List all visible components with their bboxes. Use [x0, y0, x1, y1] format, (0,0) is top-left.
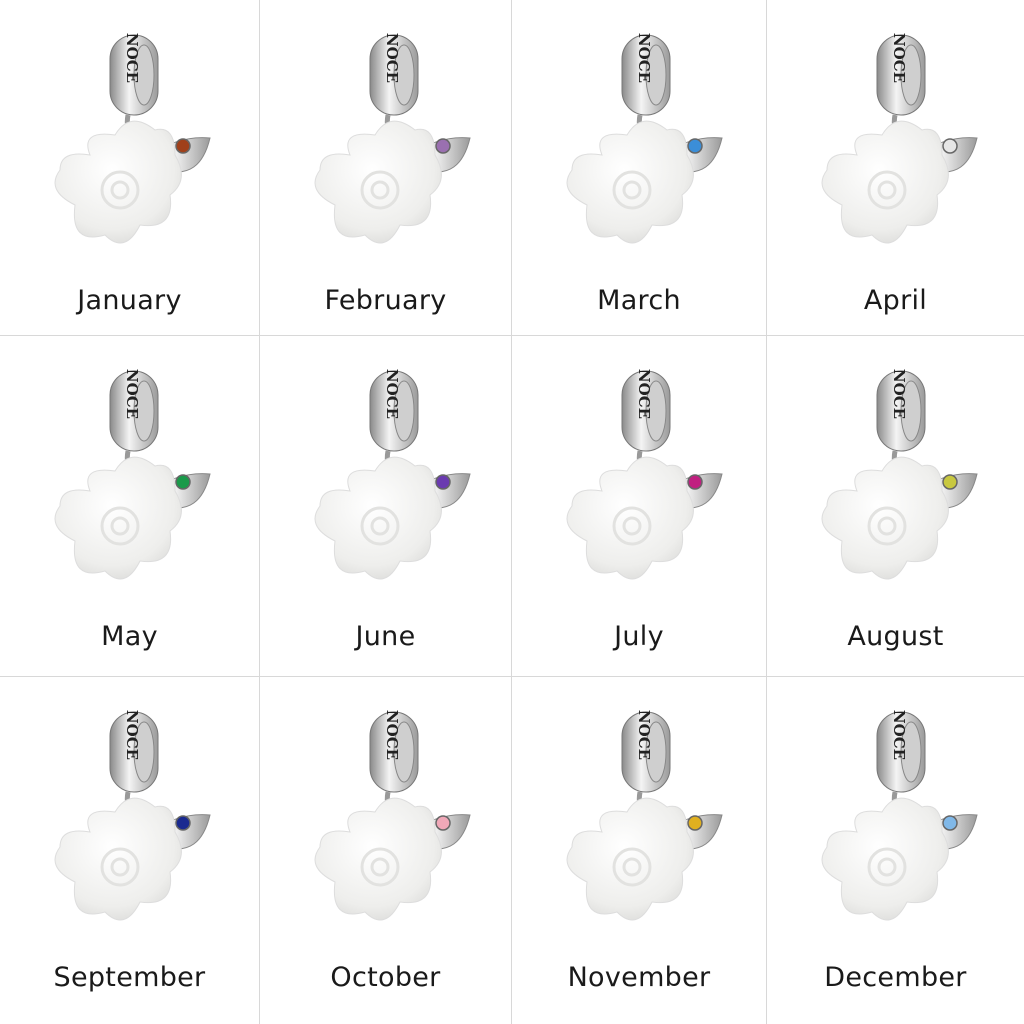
birthstone: [435, 474, 451, 490]
month-label: September: [53, 962, 206, 993]
month-label: August: [847, 621, 944, 652]
birthstone: [942, 815, 958, 831]
month-label: June: [355, 621, 416, 652]
brand-engraving: NOCE: [890, 710, 908, 760]
rose-charm-image: NOCE: [54, 710, 211, 921]
birthstone: [175, 474, 191, 490]
brand-engraving: NOCE: [890, 33, 908, 83]
product-cell-december[interactable]: NOCE December: [767, 677, 1024, 1024]
product-cell-october[interactable]: NOCE October: [260, 677, 512, 1024]
month-label: December: [824, 962, 967, 993]
birthstone: [175, 815, 191, 831]
brand-engraving: NOCE: [635, 710, 653, 760]
rose-charm-image: NOCE: [821, 369, 978, 580]
rose-charm-image: NOCE: [821, 710, 978, 921]
brand-engraving: NOCE: [383, 33, 401, 83]
rose-charm-image: NOCE: [566, 369, 723, 580]
month-label: March: [597, 285, 681, 316]
product-cell-september[interactable]: NOCE September: [0, 677, 260, 1024]
rose-charm-image: NOCE: [54, 33, 211, 244]
rose-charm-image: NOCE: [314, 33, 471, 244]
brand-engraving: NOCE: [123, 33, 141, 83]
brand-engraving: NOCE: [635, 33, 653, 83]
birthstone: [435, 815, 451, 831]
month-label: January: [77, 285, 182, 316]
product-cell-february[interactable]: NOCE February: [260, 0, 512, 336]
birthstone: [942, 474, 958, 490]
rose-charm-image: NOCE: [314, 710, 471, 921]
brand-engraving: NOCE: [635, 369, 653, 419]
birthstone: [687, 815, 703, 831]
brand-engraving: NOCE: [383, 710, 401, 760]
brand-engraving: NOCE: [123, 710, 141, 760]
brand-engraving: NOCE: [123, 369, 141, 419]
birthstone: [687, 138, 703, 154]
month-label: April: [863, 285, 928, 316]
birthstone: [435, 138, 451, 154]
rose-charm-image: NOCE: [566, 33, 723, 244]
month-label: May: [101, 621, 158, 652]
rose-charm-image: NOCE: [566, 710, 723, 921]
brand-engraving: NOCE: [890, 369, 908, 419]
brand-engraving: NOCE: [383, 369, 401, 419]
rose-charm-image: NOCE: [314, 369, 471, 580]
product-cell-november[interactable]: NOCE November: [512, 677, 767, 1024]
product-cell-april[interactable]: NOCE April: [767, 0, 1024, 336]
month-label: October: [330, 962, 441, 993]
month-label: November: [567, 962, 711, 993]
birthstone: [687, 474, 703, 490]
product-cell-june[interactable]: NOCE June: [260, 336, 512, 677]
rose-charm-image: NOCE: [821, 33, 978, 244]
rose-charm-image: NOCE: [54, 369, 211, 580]
product-cell-january[interactable]: NOCE January: [0, 0, 260, 336]
product-cell-july[interactable]: NOCE July: [512, 336, 767, 677]
month-label: July: [614, 621, 664, 652]
birthstone: [175, 138, 191, 154]
product-cell-march[interactable]: NOCE March: [512, 0, 767, 336]
product-cell-august[interactable]: NOCE August: [767, 336, 1024, 677]
month-label: February: [324, 285, 447, 316]
birthstone: [942, 138, 958, 154]
product-cell-may[interactable]: NOCE May: [0, 336, 260, 677]
